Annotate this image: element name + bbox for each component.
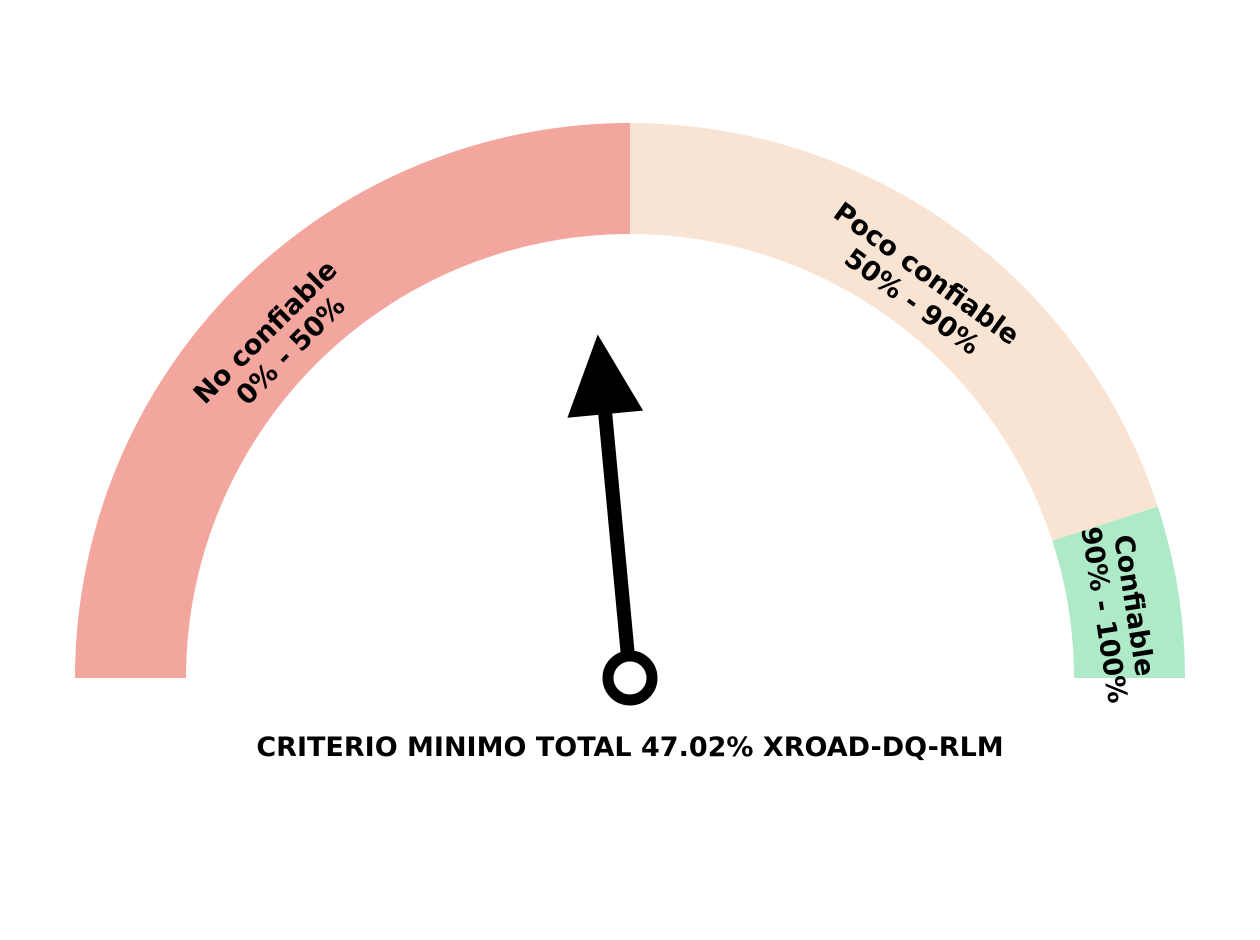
- zone-band-confiable: [1052, 506, 1185, 678]
- zone-band-poco-confiable: [630, 123, 1158, 541]
- gauge-caption: CRITERIO MINIMO TOTAL 47.02% XROAD-DQ-RL…: [256, 732, 1003, 763]
- zone-band-no-confiable: [75, 123, 630, 678]
- needle-arrowhead: [567, 334, 644, 418]
- needle-shaft: [597, 406, 637, 679]
- needle-hub: [602, 650, 658, 706]
- needle: [567, 334, 658, 706]
- gauge-bands: [75, 123, 1185, 678]
